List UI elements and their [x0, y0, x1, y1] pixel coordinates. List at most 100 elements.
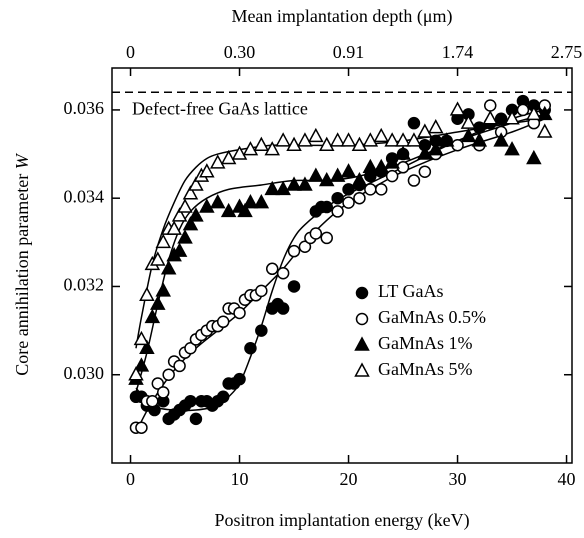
marker — [427, 119, 444, 134]
marker — [309, 227, 323, 240]
marker — [417, 145, 433, 160]
marker — [133, 357, 150, 372]
marker — [237, 202, 253, 218]
marker — [199, 163, 215, 178]
marker — [171, 207, 188, 222]
marker — [209, 154, 226, 169]
y-tick-label: 0.034 — [64, 186, 105, 206]
marker — [265, 262, 279, 276]
top-tick-label: 1.74 — [442, 42, 474, 62]
marker — [329, 132, 346, 147]
marker — [407, 174, 421, 187]
top-tick-label: 2.75 — [551, 42, 583, 62]
marker — [182, 185, 199, 200]
marker — [340, 163, 357, 178]
legend-marker — [354, 362, 370, 377]
marker — [188, 207, 204, 222]
marker — [173, 359, 186, 373]
marker — [188, 176, 204, 191]
marker — [331, 191, 344, 205]
marker — [287, 280, 301, 293]
marker — [320, 231, 333, 245]
legend-label: GaMnAs 5% — [378, 359, 473, 379]
y-tick-label: 0.036 — [64, 98, 105, 118]
plot-frame — [111, 67, 573, 464]
marker — [396, 161, 410, 174]
x-tick-label: 0 — [126, 469, 135, 489]
y-axis-label-symbol: W — [12, 152, 32, 169]
marker — [286, 136, 302, 151]
marker — [276, 302, 290, 315]
marker — [264, 141, 280, 156]
marker — [536, 123, 553, 138]
marker — [395, 145, 411, 160]
marker — [536, 105, 553, 121]
marker — [162, 368, 175, 381]
marker — [184, 394, 197, 408]
marker — [438, 132, 455, 147]
marker — [395, 132, 411, 147]
legend-marker — [354, 336, 370, 351]
marker — [287, 244, 301, 258]
marker — [427, 141, 444, 156]
marker — [418, 165, 432, 178]
marker — [135, 421, 148, 434]
marker — [297, 176, 313, 191]
marker — [318, 171, 335, 187]
marker — [242, 194, 259, 209]
reference-label: Defect-free GaAs lattice — [132, 98, 308, 118]
marker — [460, 127, 477, 143]
marker — [275, 180, 291, 196]
marker — [133, 330, 150, 346]
marker — [189, 412, 203, 426]
marker — [199, 198, 215, 213]
marker — [374, 183, 388, 196]
marker — [177, 198, 193, 213]
marker — [494, 112, 508, 126]
marker — [231, 145, 248, 160]
marker — [373, 127, 390, 143]
marker — [417, 123, 433, 138]
marker — [242, 141, 259, 156]
marker — [471, 132, 488, 147]
marker — [216, 390, 230, 404]
marker — [182, 216, 199, 231]
marker — [177, 229, 193, 244]
marker — [253, 136, 270, 151]
marker — [298, 240, 312, 253]
marker — [297, 132, 313, 147]
x-tick-label: 40 — [558, 469, 576, 489]
marker — [308, 127, 324, 143]
marker — [128, 366, 144, 381]
marker — [516, 103, 530, 117]
fit-curve — [135, 118, 545, 349]
legend-label: LT GaAs — [378, 281, 444, 301]
marker — [493, 132, 509, 147]
marker — [233, 372, 246, 386]
marker — [255, 324, 268, 337]
marker — [362, 132, 379, 147]
marker — [329, 167, 346, 182]
marker — [373, 158, 390, 174]
y-tick-label: 0.032 — [64, 275, 105, 295]
marker — [253, 194, 270, 209]
top-tick-label: 0.91 — [333, 42, 365, 62]
y-axis-label-text: Core annihilation parameter — [12, 174, 32, 376]
marker — [385, 169, 399, 183]
y-axis-label: Core annihilation parameter W — [12, 152, 32, 375]
marker — [407, 116, 421, 130]
legend-marker — [355, 312, 369, 326]
marker — [233, 306, 246, 320]
marker — [150, 295, 166, 310]
x-tick-label: 30 — [449, 469, 467, 489]
marker — [166, 220, 182, 235]
marker — [460, 114, 477, 129]
marker — [526, 149, 542, 165]
marker — [155, 282, 171, 297]
marker — [504, 141, 520, 156]
marker — [139, 339, 155, 355]
fit-curve — [135, 113, 545, 393]
top-tick-label: 0.30 — [224, 42, 256, 62]
legend-marker — [355, 286, 369, 300]
